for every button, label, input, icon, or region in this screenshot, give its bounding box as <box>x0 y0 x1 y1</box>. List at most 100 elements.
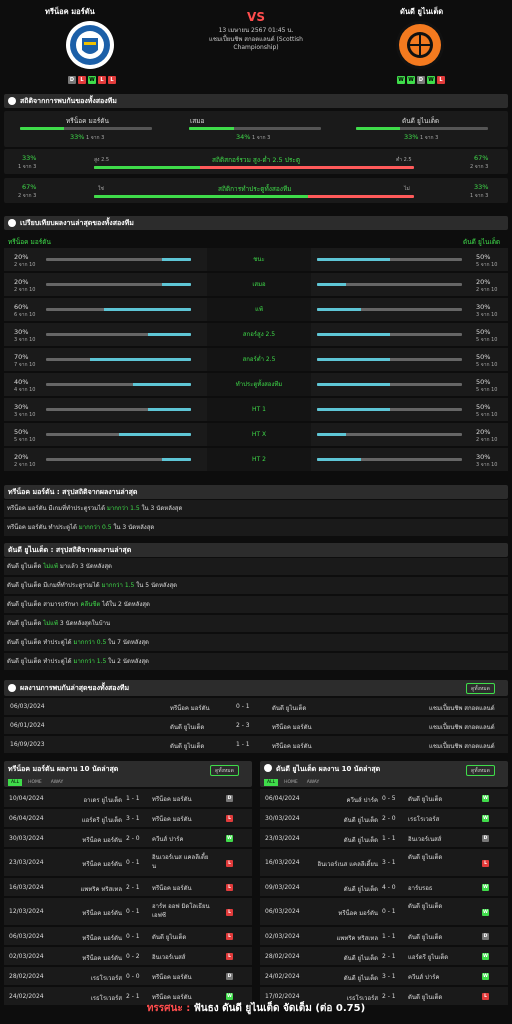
match-row[interactable]: 02/03/2024 แพทริค ทริสเทล 1 - 1 ดันดี ยูไนเ… <box>260 927 508 946</box>
summary-row: ดันดี ยูไนเต็ด สามารถรักษา คลีนชีต ได้ใน… <box>4 596 508 614</box>
match-home-team: ดันดี ยูไนเต็ด <box>343 836 378 844</box>
verdict-label: ทรรศนะ : <box>146 1003 191 1014</box>
match-away-team: ทรีน็อค มอร์ตัน <box>152 815 192 823</box>
compare-right-pct: 20% <box>476 428 491 436</box>
match-score: 0 - 5 <box>382 794 396 802</box>
match-home-team: ทรีน็อค มอร์ตัน <box>82 910 122 917</box>
compare-left-pct: 20% <box>14 453 29 461</box>
soccer-ball-icon <box>8 684 16 692</box>
h2h-view-all-button[interactable]: ดูทั้งหมด <box>466 683 495 694</box>
compare-left-bar <box>46 383 191 386</box>
away-last10-view-all-button[interactable]: ดูทั้งหมด <box>466 765 495 776</box>
compare-right-bar <box>317 358 462 361</box>
result-badge: W <box>482 908 489 916</box>
away-last10-tabs: ALL HOME AWAY <box>264 779 322 786</box>
form-badge: D <box>417 76 425 84</box>
match-date: 24/02/2024 <box>9 992 44 1000</box>
match-row[interactable]: 06/04/2024 ควีนส์ ปาร์ค 0 - 5 ดันดี ยูไนเต็… <box>260 789 508 808</box>
match-row[interactable]: 06/03/2024 ทรีน็อค มอร์ตัน 0 - 1 ดันดี ยูไน… <box>260 898 508 926</box>
filter-tab[interactable]: AWAY <box>306 780 320 785</box>
match-away-team: ดันดี ยูไนเต็ด <box>408 795 443 803</box>
match-row[interactable]: 30/03/2024 ทรีน็อค มอร์ตัน 2 - 0 ควีนส์ ปาร… <box>4 829 252 848</box>
h2h-row[interactable]: 06/01/2024 ดันดี ยูไนเต็ด 2 - 3 ทรีน็อค มอร… <box>4 717 508 735</box>
compare-right-sub: 2 จาก 10 <box>476 287 498 293</box>
match-home-team: ทรีน็อค มอร์ตัน <box>82 861 122 868</box>
h2h-home-team: ดันดี ยูไนเต็ด <box>170 724 205 731</box>
ou-bar <box>94 166 414 169</box>
match-row[interactable]: 23/03/2024 ดันดี ยูไนเต็ด 1 - 1 อินเวอร์เนส… <box>260 829 508 848</box>
compare-row: 20% 2 จาก 10 ชนะ 50% 5 จาก 10 <box>4 248 508 271</box>
ou-box: 33% 1 จาก 3 สูง 2.5 สถิติสกอร์รวม สูง-ต่… <box>4 149 508 174</box>
summary-highlight: ไม่แพ้ <box>43 563 58 570</box>
match-row[interactable]: 02/03/2024 ทรีน็อค มอร์ตัน 0 - 2 อินเวอร์เน… <box>4 947 252 966</box>
h2h-league: แชมเปี้ยนชิพ สกอตแลนด์ <box>429 705 495 712</box>
ou-right-label: ต่ำ 2.5 <box>396 157 412 163</box>
btts-left-pct: 67% <box>22 183 37 191</box>
result-badge: D <box>226 795 233 802</box>
result-badge: L <box>226 933 233 940</box>
btts-bar <box>94 195 414 198</box>
match-row[interactable]: 24/02/2024 ดันดี ยูไนเต็ด 3 - 1 ควีนส์ ปาร์… <box>260 967 508 986</box>
summary-highlight: มากกว่า 1.5 <box>73 658 107 665</box>
h2h-row[interactable]: 16/09/2023 ดันดี ยูไนเต็ด 1 - 1 ทรีน็อค มอร… <box>4 736 508 754</box>
compare-row: 30% 3 จาก 10 HT 1 50% 5 จาก 10 <box>4 398 508 421</box>
match-row[interactable]: 10/04/2024 อาเดร ยูไนเต็ด 1 - 1 ทรีน็อค มอร… <box>4 789 252 808</box>
match-row[interactable]: 12/03/2024 ทรีน็อค มอร์ตัน 0 - 1 ฮาร์ท ออฟ … <box>4 898 252 926</box>
match-row[interactable]: 16/03/2024 แพทริค ทริสเทล 2 - 1 ทรีน็อค มอร… <box>4 878 252 897</box>
h2h-home-team: ทรีน็อค มอร์ตัน <box>170 705 210 712</box>
match-away-team: อินเวอร์เนส แคลลีเดี้ยน <box>152 854 209 870</box>
result-badge: L <box>226 884 233 891</box>
filter-tab[interactable]: HOME <box>284 780 298 785</box>
overall-draw-bar <box>189 127 321 130</box>
summary-highlight: มากกว่า 0.5 <box>78 524 112 531</box>
overall-away-pct: 33% <box>404 133 419 141</box>
match-row[interactable]: 17/02/2024 เรธโรเวอร์ส 2 - 1 ดันดี ยูไนเต็ด… <box>260 987 508 1006</box>
match-date: 06/03/2024 <box>9 932 44 940</box>
h2h-row[interactable]: 06/03/2024 ทรีน็อค มอร์ตัน 0 - 1 ดันดี ยูไน… <box>4 698 508 716</box>
match-score: 2 - 1 <box>126 992 140 1000</box>
result-badge: W <box>226 993 233 1000</box>
compare-title: เปรียบเทียบผลงานล่าสุดของทั้งสองทีม <box>20 218 134 227</box>
match-row[interactable]: 28/02/2024 ดันดี ยูไนเต็ด 2 - 1 แอร์ดรี ยูไ… <box>260 947 508 966</box>
filter-tab[interactable]: ALL <box>8 779 23 786</box>
filter-tab[interactable]: AWAY <box>50 780 64 785</box>
home-last10-view-all-button[interactable]: ดูทั้งหมด <box>210 765 239 776</box>
match-row[interactable]: 24/02/2024 เรธโรเวอร์ส 2 - 1 ทรีน็อค มอร์ตั… <box>4 987 252 1006</box>
result-badge: L <box>226 815 233 822</box>
match-row[interactable]: 09/03/2024 ดันดี ยูไนเต็ด 4 - 0 อาร์บรอธ W <box>260 878 508 897</box>
compare-left-sub: 4 จาก 10 <box>14 387 36 393</box>
match-row[interactable]: 23/03/2024 ทรีน็อค มอร์ตัน 0 - 1 อินเวอร์เน… <box>4 849 252 877</box>
btts-right-sub: 1 จาก 3 <box>470 193 489 199</box>
compare-right-sub: 3 จาก 10 <box>476 312 498 318</box>
compare-row: 40% 4 จาก 10 ทำประตูทั้งสองทีม 50% 5 จาก 10 <box>4 373 508 396</box>
filter-tab[interactable]: ALL <box>264 779 279 786</box>
form-badge: L <box>108 76 116 84</box>
match-date: 13 เมษายน 2567 01:45 น. <box>218 27 294 34</box>
match-row[interactable]: 06/03/2024 ทรีน็อค มอร์ตัน 0 - 1 ดันดี ยูไน… <box>4 927 252 946</box>
summary-row: ดันดี ยูไนเต็ด ไม่แพ้ 3 นัดหลังสุดในบ้าน <box>4 615 508 633</box>
match-away-team: ทรีน็อค มอร์ตัน <box>152 973 192 981</box>
away-last10-title: ดันดี ยูไนเต็ด ผลงาน 10 นัดล่าสุด <box>276 765 381 773</box>
match-row[interactable]: 06/04/2024 แอร์ดรี ยูไนเต็ด 3 - 1 ทรีน็อค ม… <box>4 809 252 828</box>
summary-text-end: 3 นัดหลังสุดในบ้าน <box>57 620 111 627</box>
match-row[interactable]: 28/02/2024 เรธโรเวอร์ส 0 - 0 ทรีน็อค มอร์ตั… <box>4 967 252 986</box>
compare-right-pct: 50% <box>476 353 491 361</box>
compare-left-sub: 6 จาก 10 <box>14 312 36 318</box>
match-date: 23/03/2024 <box>9 859 44 866</box>
match-row[interactable]: 16/03/2024 อินเวอร์เนส แคลลีเดี้ยน 3 - 1 ดั… <box>260 849 508 877</box>
filter-tab[interactable]: HOME <box>28 780 42 785</box>
summary-highlight: ไม่แพ้ <box>43 620 58 627</box>
compare-right-pct: 30% <box>476 303 491 311</box>
compare-away-name: ดันดี ยูไนเต็ด <box>463 238 501 246</box>
match-date: 02/03/2024 <box>265 932 300 940</box>
match-home-team: ดันดี ยูไนเต็ด <box>343 974 378 982</box>
summary-text-end: ใน 2 นัดหลังสุด <box>106 658 149 665</box>
form-badge: W <box>427 76 435 84</box>
compare-label: HT 1 <box>207 398 311 421</box>
h2h-date: 06/03/2024 <box>10 703 45 710</box>
match-league: แชมเปี้ยนชิพ สกอตแลนด์ (Scottish Champio… <box>209 35 303 52</box>
match-row[interactable]: 30/03/2024 ดันดี ยูไนเต็ด 2 - 0 เรธโรเวอร์ส… <box>260 809 508 828</box>
compare-label: ชนะ <box>207 248 311 271</box>
result-badge: W <box>482 815 489 822</box>
compare-left-pct: 30% <box>14 403 29 411</box>
